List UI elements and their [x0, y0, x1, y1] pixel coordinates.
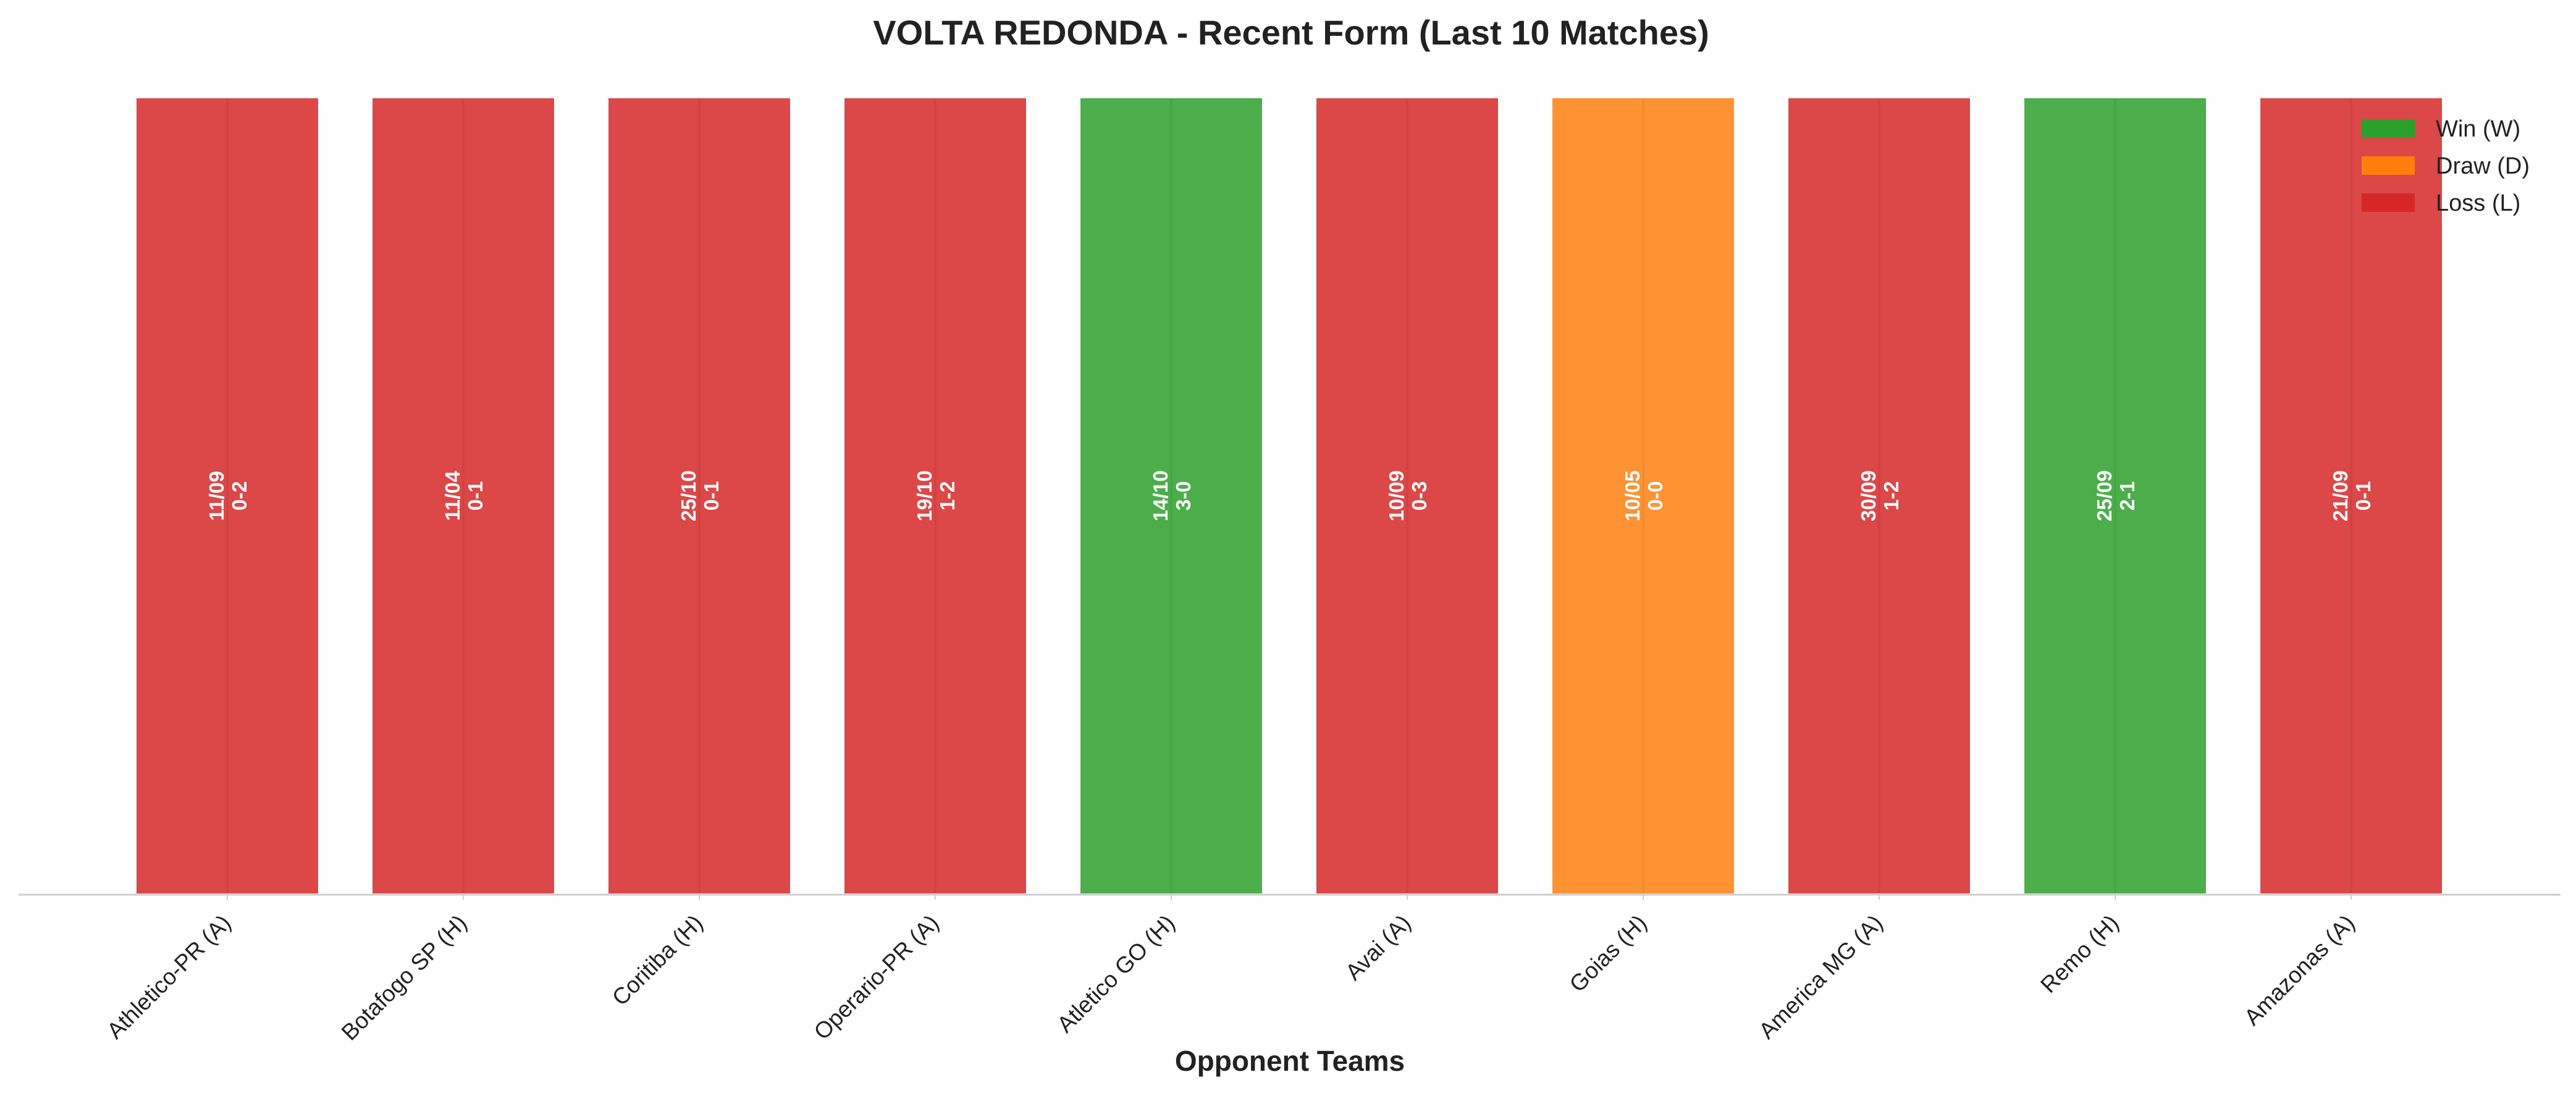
bar-loss — [1786, 96, 1972, 896]
bar-data-label: 25/100-1 — [677, 470, 723, 521]
bar-loss — [842, 96, 1029, 896]
bar-score-label: 0-1 — [464, 481, 487, 511]
bar-data-label: 21/090-1 — [2329, 470, 2375, 521]
bars-layer — [134, 96, 2444, 896]
bar-score-label: 0-0 — [1644, 481, 1667, 511]
x-tick-label: Atletico GO (H) — [1052, 910, 1179, 1037]
bar-date-label: 30/09 — [1857, 470, 1880, 521]
bar-data-label: 10/050-0 — [1621, 470, 1667, 521]
legend-label-draw: Draw (D) — [2436, 153, 2530, 179]
bar-data-label: 11/090-2 — [205, 471, 251, 521]
bar-date-label: 19/10 — [913, 470, 936, 521]
bar-loss — [606, 96, 793, 896]
bar-data-label: 10/090-3 — [1385, 470, 1431, 521]
chart-title: VOLTA REDONDA - Recent Form (Last 10 Mat… — [873, 13, 1709, 52]
bar-loss — [370, 96, 557, 896]
x-tick-label: Operario-PR (A) — [809, 910, 944, 1045]
legend-label-loss: Loss (L) — [2436, 190, 2520, 216]
bar-score-label: 0-1 — [2352, 481, 2375, 511]
bar-win — [1078, 96, 1265, 896]
bar-score-label: 3-0 — [1172, 481, 1195, 511]
bar-date-label: 25/10 — [677, 470, 700, 521]
bar-score-label: 1-2 — [1880, 481, 1903, 511]
bar-loss — [134, 96, 321, 896]
bar-date-label: 14/10 — [1149, 470, 1172, 521]
bar-score-label: 2-1 — [2116, 481, 2139, 511]
bar-data-label: 25/092-1 — [2093, 470, 2139, 521]
legend-swatch-loss — [2362, 193, 2415, 212]
bar-data-label: 30/091-2 — [1857, 470, 1903, 521]
legend-swatch-win — [2362, 119, 2415, 138]
bar-draw — [1550, 96, 1736, 896]
bar-date-label: 10/05 — [1621, 470, 1644, 521]
bar-score-label: 0-3 — [1408, 481, 1431, 511]
legend: Win (W) Draw (D) Loss (L) — [2362, 116, 2530, 216]
x-tick-label: Botafogo SP (H) — [337, 910, 472, 1045]
x-tick-label: Athletico-PR (A) — [102, 910, 236, 1044]
bar-data-label: 19/101-2 — [913, 470, 959, 521]
bar-date-label: 11/09 — [205, 471, 228, 521]
legend-label-win: Win (W) — [2436, 116, 2520, 142]
x-tick-label: America MG (A) — [1754, 910, 1888, 1044]
x-tick-label: Avai (A) — [1341, 910, 1416, 985]
legend-swatch-draw — [2362, 156, 2415, 175]
x-tick-label: Remo (H) — [2035, 910, 2123, 998]
bar-date-label: 25/09 — [2093, 470, 2116, 521]
bar-loss — [2258, 96, 2444, 896]
bar-data-label: 14/103-0 — [1149, 470, 1195, 521]
bar-score-label: 0-2 — [228, 481, 251, 511]
x-tick-labels: Athletico-PR (A) Botafogo SP (H) Coritiba … — [102, 895, 2360, 1045]
x-tick-label: Goias (H) — [1565, 910, 1652, 997]
x-axis-label: Opponent Teams — [1175, 1045, 1405, 1077]
bar-score-label: 0-1 — [700, 481, 723, 511]
bar-data-label: 11/040-1 — [441, 470, 487, 520]
bar-labels-layer: 11/090-2 11/040-1 25/100-1 19/101-2 14/103-0… — [205, 470, 2375, 521]
bar-date-label: 10/09 — [1385, 470, 1408, 521]
x-tick-label: Coritiba (H) — [607, 910, 708, 1011]
bar-loss — [1314, 96, 1501, 896]
bar-date-label: 21/09 — [2329, 470, 2352, 521]
bar-score-label: 1-2 — [936, 481, 959, 511]
x-tick-label: Amazonas (A) — [2239, 910, 2360, 1031]
bar-date-label: 11/04 — [441, 470, 464, 520]
